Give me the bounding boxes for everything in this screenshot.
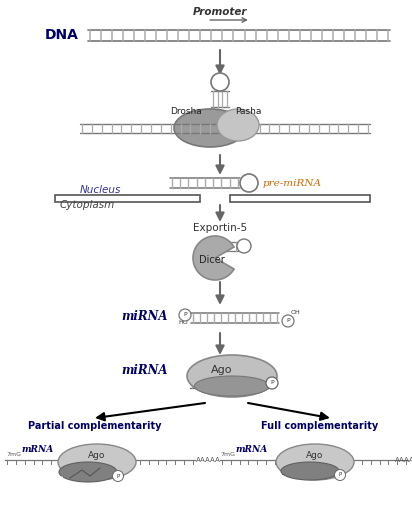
Ellipse shape — [58, 444, 136, 480]
Circle shape — [282, 315, 294, 327]
Circle shape — [335, 470, 346, 480]
Text: HO: HO — [178, 321, 188, 326]
Text: Nucleus: Nucleus — [80, 185, 122, 195]
Ellipse shape — [59, 462, 117, 482]
Text: Full complementarity: Full complementarity — [261, 421, 379, 431]
Text: Promoter: Promoter — [193, 7, 247, 17]
Ellipse shape — [174, 109, 246, 147]
Text: miRNA: miRNA — [122, 364, 168, 376]
Text: Exportin-5: Exportin-5 — [193, 223, 247, 233]
Text: HO: HO — [56, 476, 64, 480]
Text: OH: OH — [291, 310, 301, 315]
Text: 7mG: 7mG — [6, 452, 21, 457]
Circle shape — [237, 239, 251, 253]
Text: 7mG: 7mG — [220, 452, 235, 457]
Circle shape — [266, 377, 278, 389]
Text: P: P — [270, 380, 274, 386]
Text: P: P — [338, 473, 342, 478]
Text: AAAAA: AAAAA — [196, 457, 221, 463]
Circle shape — [112, 471, 124, 481]
Text: mRNA: mRNA — [236, 444, 268, 454]
Circle shape — [211, 73, 229, 91]
Ellipse shape — [281, 462, 339, 480]
FancyBboxPatch shape — [55, 195, 200, 202]
Wedge shape — [193, 236, 234, 280]
Text: Partial complementarity: Partial complementarity — [28, 421, 162, 431]
Text: Dicer: Dicer — [199, 255, 225, 265]
Text: Ago: Ago — [88, 451, 106, 459]
Circle shape — [240, 174, 258, 192]
Text: Ago: Ago — [211, 365, 233, 375]
Text: miRNA: miRNA — [122, 309, 168, 323]
Ellipse shape — [217, 109, 259, 141]
Ellipse shape — [187, 355, 277, 397]
Text: mRNA: mRNA — [22, 444, 54, 454]
FancyBboxPatch shape — [230, 195, 370, 202]
Text: Drosha: Drosha — [170, 108, 202, 117]
Text: Pasha: Pasha — [235, 108, 261, 117]
Ellipse shape — [194, 376, 269, 396]
Text: P: P — [183, 312, 187, 317]
Text: Ago: Ago — [306, 451, 324, 459]
Ellipse shape — [276, 444, 354, 480]
Text: DNA: DNA — [45, 28, 79, 42]
Text: P: P — [116, 474, 119, 479]
Text: AAAAA: AAAAA — [395, 457, 412, 463]
Text: P: P — [286, 318, 290, 324]
Text: pre-miRNA: pre-miRNA — [263, 179, 322, 187]
Circle shape — [179, 309, 191, 321]
Text: Cytoplasm: Cytoplasm — [60, 200, 115, 210]
Text: HO: HO — [274, 475, 282, 480]
